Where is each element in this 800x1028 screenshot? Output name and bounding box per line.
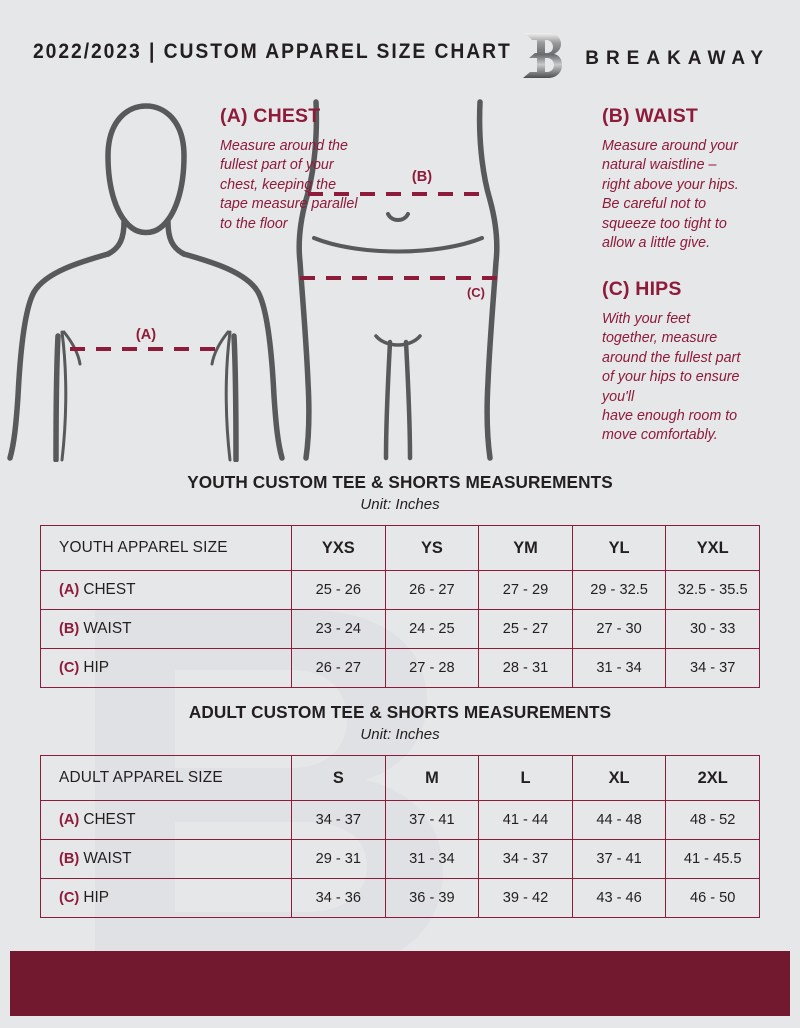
adult-cell-1-2: 34 - 37 <box>478 839 573 879</box>
youth-cell-2-3: 31 - 34 <box>571 648 667 688</box>
adult-table-unit: Unit: Inches <box>360 726 440 743</box>
table-row: (A) CHEST 25 - 26 26 - 27 27 - 29 29 - 3… <box>40 570 760 610</box>
adult-col-1: M <box>384 755 480 801</box>
adult-cell-1-4: 41 - 45.5 <box>665 839 760 879</box>
lower-body-hips-icon: (B) (C) <box>296 99 500 461</box>
adult-row-0-label: (A) CHEST <box>40 800 292 840</box>
callout-waist: (B) WAIST Measure around your natural wa… <box>602 105 787 253</box>
adult-cell-0-0: 34 - 37 <box>291 800 386 840</box>
adult-table-title: ADULT CUSTOM TEE & SHORTS MEASUREMENTS <box>188 702 612 722</box>
chest-line-label: (A) <box>136 327 156 343</box>
adult-col-4: 2XL <box>665 755 760 801</box>
youth-cell-1-2: 25 - 27 <box>478 609 573 649</box>
adult-row-0-tag: (A) <box>59 812 80 828</box>
callout-waist-body: Measure around your natural waistline – … <box>602 138 739 252</box>
callout-waist-title: (B) WAIST <box>602 105 699 127</box>
adult-row-header-label: ADULT APPAREL SIZE <box>40 755 292 801</box>
adult-row-1-tag: (B) <box>59 851 80 867</box>
adult-cell-2-1: 36 - 39 <box>384 878 480 918</box>
youth-cell-0-3: 29 - 32.5 <box>571 570 667 610</box>
adult-cell-1-1: 31 - 34 <box>384 839 480 879</box>
measurement-illustrations: (A) (B) (C) (A) CHEST Measure around the… <box>0 96 800 468</box>
callout-chest: (A) CHEST Measure around the fullest par… <box>220 105 395 234</box>
table-row: (B) WAIST 29 - 31 31 - 34 34 - 37 37 - 4… <box>40 839 760 879</box>
youth-row-1-label: (B) WAIST <box>40 609 292 649</box>
adult-cell-2-4: 46 - 50 <box>665 878 760 918</box>
footer-bar <box>10 951 790 1016</box>
page-title: 2022/2023 | CUSTOM APPAREL SIZE CHART <box>33 40 512 63</box>
youth-table-title: YOUTH CUSTOM TEE & SHORTS MEASUREMENTS <box>187 472 613 492</box>
youth-cell-2-2: 28 - 31 <box>478 648 573 688</box>
youth-measurements-section: YOUTH CUSTOM TEE & SHORTS MEASUREMENTS U… <box>0 472 800 688</box>
table-row: (C) HIP 34 - 36 36 - 39 39 - 42 43 - 46 … <box>40 878 760 918</box>
youth-cell-1-1: 24 - 25 <box>384 609 480 649</box>
adult-cell-2-2: 39 - 42 <box>478 878 573 918</box>
youth-col-0: YXS <box>291 525 386 571</box>
youth-cell-0-0: 25 - 26 <box>291 570 386 610</box>
youth-col-1: YS <box>384 525 480 571</box>
adult-row-2-name: HIP <box>83 889 109 906</box>
table-row: (C) HIP 26 - 27 27 - 28 28 - 31 31 - 34 … <box>40 648 760 688</box>
youth-table-unit: Unit: Inches <box>360 496 440 513</box>
adult-cell-0-1: 37 - 41 <box>384 800 480 840</box>
youth-row-2-name: HIP <box>83 659 109 676</box>
adult-cell-2-0: 34 - 36 <box>291 878 386 918</box>
table-header-row: ADULT APPAREL SIZE S M L XL 2XL <box>40 755 760 801</box>
waist-line-label: (B) <box>412 169 432 185</box>
callout-hips-body: With your feet together, measure around … <box>602 311 741 444</box>
adult-cell-0-3: 44 - 48 <box>571 800 667 840</box>
youth-col-4: YXL <box>665 525 760 571</box>
youth-cell-0-1: 26 - 27 <box>384 570 480 610</box>
adult-row-1-name: WAIST <box>83 850 132 867</box>
adult-cell-1-3: 37 - 41 <box>571 839 667 879</box>
hip-line-label: (C) <box>467 285 485 300</box>
callout-chest-body: Measure around the fullest part of your … <box>220 138 358 232</box>
adult-cell-2-3: 43 - 46 <box>571 878 667 918</box>
table-row: (B) WAIST 23 - 24 24 - 25 25 - 27 27 - 3… <box>40 609 760 649</box>
youth-row-2-tag: (C) <box>59 660 80 676</box>
adult-cell-0-4: 48 - 52 <box>665 800 760 840</box>
adult-cell-0-2: 41 - 44 <box>478 800 573 840</box>
page-header: 2022/2023 | CUSTOM APPAREL SIZE CHART <box>0 0 800 96</box>
youth-row-2-label: (C) HIP <box>40 648 292 688</box>
table-header-row: YOUTH APPAREL SIZE YXS YS YM YL YXL <box>40 525 760 571</box>
adult-row-2-label: (C) HIP <box>40 878 292 918</box>
youth-row-0-tag: (A) <box>59 582 80 598</box>
adult-col-2: L <box>478 755 573 801</box>
adult-row-0-name: CHEST <box>83 811 136 828</box>
breakaway-b-monogram-icon <box>519 30 563 87</box>
youth-col-3: YL <box>571 525 667 571</box>
youth-row-0-name: CHEST <box>83 581 136 598</box>
youth-row-header-label: YOUTH APPAREL SIZE <box>40 525 292 571</box>
callout-hips-title: (C) HIPS <box>602 278 682 300</box>
adult-measurements-section: ADULT CUSTOM TEE & SHORTS MEASUREMENTS U… <box>0 702 800 918</box>
youth-cell-0-4: 32.5 - 35.5 <box>665 570 760 610</box>
brand-lockup: BREAKAWAY <box>519 30 770 87</box>
adult-size-table: ADULT APPAREL SIZE S M L XL 2XL (A) CHES… <box>40 755 760 918</box>
youth-size-table: YOUTH APPAREL SIZE YXS YS YM YL YXL (A) … <box>40 525 760 688</box>
adult-cell-1-0: 29 - 31 <box>291 839 386 879</box>
brand-name: BREAKAWAY <box>585 47 770 69</box>
youth-cell-2-4: 34 - 37 <box>665 648 760 688</box>
youth-col-2: YM <box>478 525 573 571</box>
youth-cell-1-3: 27 - 30 <box>571 609 667 649</box>
youth-cell-2-1: 27 - 28 <box>384 648 480 688</box>
youth-cell-1-4: 30 - 33 <box>665 609 760 649</box>
adult-row-1-label: (B) WAIST <box>40 839 292 879</box>
youth-row-1-tag: (B) <box>59 621 80 637</box>
adult-row-2-tag: (C) <box>59 890 80 906</box>
callout-chest-title: (A) CHEST <box>220 105 321 127</box>
youth-row-0-label: (A) CHEST <box>40 570 292 610</box>
youth-row-1-name: WAIST <box>83 620 132 637</box>
callout-hips: (C) HIPS With your feet together, measur… <box>602 278 792 446</box>
adult-col-0: S <box>291 755 386 801</box>
youth-cell-0-2: 27 - 29 <box>478 570 573 610</box>
table-row: (A) CHEST 34 - 37 37 - 41 41 - 44 44 - 4… <box>40 800 760 840</box>
youth-cell-2-0: 26 - 27 <box>291 648 386 688</box>
adult-col-3: XL <box>571 755 667 801</box>
youth-cell-1-0: 23 - 24 <box>291 609 386 649</box>
upper-body-torso-icon: (A) <box>7 103 285 463</box>
